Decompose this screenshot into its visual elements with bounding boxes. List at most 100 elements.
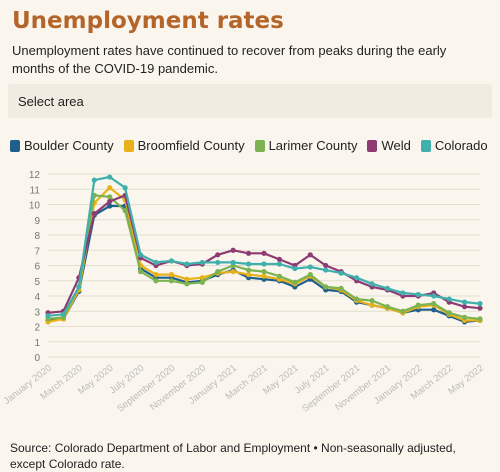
- data-point: [477, 305, 483, 311]
- legend-item-weld[interactable]: Weld: [367, 138, 411, 153]
- y-tick-label: 1: [34, 338, 40, 349]
- y-tick-label: 0: [34, 353, 40, 364]
- data-point: [461, 304, 468, 310]
- data-point: [369, 297, 375, 304]
- legend-swatch: [367, 139, 378, 152]
- data-point: [292, 279, 298, 285]
- series-line: [47, 194, 481, 320]
- data-point: [477, 301, 483, 307]
- data-point: [184, 261, 190, 267]
- data-point: [153, 278, 159, 284]
- data-point: [230, 247, 236, 253]
- legend-swatch: [420, 139, 431, 152]
- legend-label: Colorado: [434, 138, 488, 153]
- data-point: [107, 174, 113, 180]
- data-point: [215, 269, 221, 275]
- y-tick-label: 7: [34, 246, 40, 257]
- data-point: [230, 269, 236, 275]
- legend-swatch: [10, 139, 20, 152]
- y-tick-label: 2: [34, 323, 40, 334]
- data-point: [245, 261, 252, 267]
- data-point: [276, 273, 283, 279]
- data-point: [338, 270, 344, 276]
- data-point: [168, 272, 175, 278]
- chart-subtitle: Unemployment rates have continued to rec…: [12, 43, 447, 76]
- data-point: [153, 259, 159, 266]
- legend-item-larimer[interactable]: Larimer County: [254, 138, 357, 153]
- area-select-label: Select area: [18, 94, 84, 109]
- data-point: [400, 308, 406, 314]
- y-tick-label: 8: [34, 231, 40, 242]
- data-point: [307, 252, 313, 258]
- y-tick-label: 10: [29, 201, 41, 212]
- y-tick-label: 5: [34, 277, 40, 288]
- data-point: [91, 177, 97, 183]
- data-point: [45, 313, 51, 319]
- legend-label: Broomfield County: [137, 138, 245, 153]
- data-point: [276, 256, 283, 262]
- data-point: [168, 278, 175, 284]
- data-point: [107, 194, 113, 200]
- source-note: Source: Colorado Department of Labor and…: [10, 441, 456, 471]
- data-point: [261, 261, 267, 267]
- data-point: [184, 281, 190, 287]
- legend-item-broomfield[interactable]: Broomfield County: [123, 138, 245, 153]
- data-point: [276, 261, 283, 267]
- data-point: [384, 304, 391, 310]
- data-point: [199, 279, 205, 285]
- data-point: [245, 250, 252, 256]
- data-point: [60, 311, 67, 317]
- data-point: [400, 290, 406, 296]
- data-point: [230, 259, 236, 266]
- data-point: [415, 302, 421, 308]
- data-point: [107, 185, 113, 191]
- data-point: [215, 259, 221, 266]
- data-point: [292, 265, 298, 272]
- data-point: [307, 272, 313, 278]
- data-point: [245, 272, 252, 278]
- data-point: [431, 307, 437, 313]
- series-line: [47, 175, 481, 317]
- data-point: [415, 291, 421, 298]
- data-point: [137, 252, 144, 258]
- data-point: [215, 252, 221, 258]
- data-point: [107, 198, 113, 205]
- area-select[interactable]: Select area: [8, 84, 492, 118]
- data-point: [122, 208, 128, 214]
- data-point: [369, 281, 375, 287]
- data-point: [199, 275, 205, 281]
- data-point: [261, 269, 267, 275]
- data-point: [369, 302, 375, 308]
- legend: Boulder County Broomfield County Larimer…: [10, 138, 488, 153]
- data-point: [153, 272, 159, 278]
- data-point: [137, 269, 144, 275]
- data-point: [323, 267, 329, 273]
- data-point: [323, 262, 329, 269]
- data-point: [107, 203, 113, 209]
- data-point: [199, 259, 205, 266]
- data-point: [168, 258, 175, 264]
- data-point: [338, 285, 344, 291]
- y-tick-label: 6: [34, 262, 40, 273]
- data-point: [261, 273, 267, 279]
- data-point: [431, 293, 437, 299]
- data-point: [307, 264, 313, 270]
- data-point: [91, 211, 97, 217]
- data-point: [353, 296, 360, 302]
- data-point: [122, 185, 128, 191]
- legend-item-boulder[interactable]: Boulder County: [10, 138, 114, 153]
- data-point: [431, 301, 437, 307]
- legend-label: Weld: [381, 138, 411, 153]
- data-point: [446, 310, 452, 316]
- legend-swatch: [123, 139, 134, 152]
- data-point: [76, 284, 82, 290]
- chart-title: Unemployment rates: [12, 8, 284, 34]
- data-point: [323, 284, 329, 290]
- data-point: [261, 250, 267, 256]
- y-tick-label: 4: [34, 292, 40, 303]
- data-point: [245, 267, 252, 273]
- data-point: [461, 314, 468, 320]
- data-point: [461, 299, 468, 305]
- legend-item-colorado[interactable]: Colorado: [420, 138, 488, 153]
